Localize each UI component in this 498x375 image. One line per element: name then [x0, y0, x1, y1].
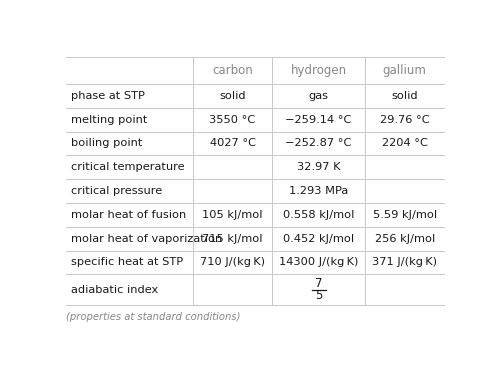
Text: gallium: gallium [382, 64, 427, 77]
Text: carbon: carbon [212, 64, 253, 77]
Text: phase at STP: phase at STP [71, 91, 145, 101]
Text: melting point: melting point [71, 115, 147, 125]
Text: 0.558 kJ/mol: 0.558 kJ/mol [283, 210, 354, 220]
Text: 32.97 K: 32.97 K [297, 162, 340, 172]
Text: 0.452 kJ/mol: 0.452 kJ/mol [283, 234, 354, 244]
Text: −252.87 °C: −252.87 °C [285, 138, 352, 148]
Text: 29.76 °C: 29.76 °C [380, 115, 429, 125]
Text: hydrogen: hydrogen [290, 64, 347, 77]
Text: (properties at standard conditions): (properties at standard conditions) [66, 312, 241, 322]
Text: molar heat of vaporization: molar heat of vaporization [71, 234, 223, 244]
Text: 7: 7 [315, 277, 322, 290]
Text: solid: solid [219, 91, 246, 101]
Text: 1.293 MPa: 1.293 MPa [289, 186, 348, 196]
Text: 3550 °C: 3550 °C [209, 115, 255, 125]
Text: 371 J/(kg K): 371 J/(kg K) [372, 258, 437, 267]
Text: molar heat of fusion: molar heat of fusion [71, 210, 186, 220]
Text: 710 J/(kg K): 710 J/(kg K) [200, 258, 265, 267]
Text: adiabatic index: adiabatic index [71, 285, 158, 295]
Text: specific heat at STP: specific heat at STP [71, 258, 183, 267]
Text: critical temperature: critical temperature [71, 162, 185, 172]
Text: solid: solid [391, 91, 418, 101]
Text: 5.59 kJ/mol: 5.59 kJ/mol [373, 210, 437, 220]
Text: boiling point: boiling point [71, 138, 142, 148]
Text: critical pressure: critical pressure [71, 186, 162, 196]
Text: 256 kJ/mol: 256 kJ/mol [374, 234, 435, 244]
Text: 2204 °C: 2204 °C [381, 138, 428, 148]
Text: 715 kJ/mol: 715 kJ/mol [202, 234, 263, 244]
Text: 4027 °C: 4027 °C [210, 138, 255, 148]
Text: 14300 J/(kg K): 14300 J/(kg K) [279, 258, 358, 267]
Text: 105 kJ/mol: 105 kJ/mol [202, 210, 263, 220]
Text: gas: gas [309, 91, 329, 101]
Text: −259.14 °C: −259.14 °C [285, 115, 352, 125]
Text: 5: 5 [315, 290, 322, 303]
